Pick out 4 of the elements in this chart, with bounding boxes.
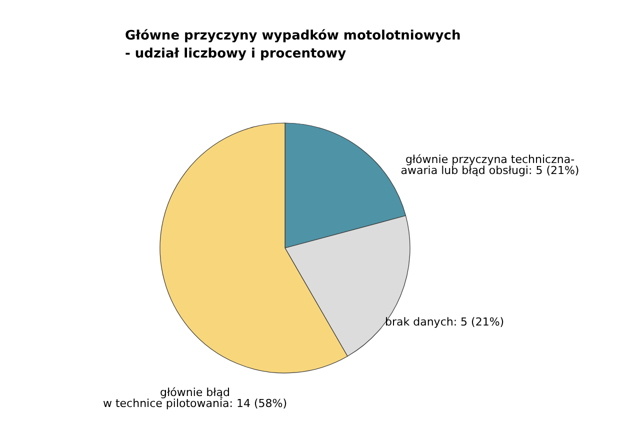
slice-label: głównie przyczyna techniczna- awaria lub błąd obsługi: 5 (21%) bbox=[400, 153, 580, 177]
slice-label: głównie błąd w technice pilotowania: 14 (58%) bbox=[102, 386, 288, 410]
chart-title: Główne przyczyny wypadków motolotniowych - udział liczbowy i procentowy bbox=[125, 28, 461, 62]
slice-label: brak danych: 5 (21%) bbox=[385, 316, 504, 328]
